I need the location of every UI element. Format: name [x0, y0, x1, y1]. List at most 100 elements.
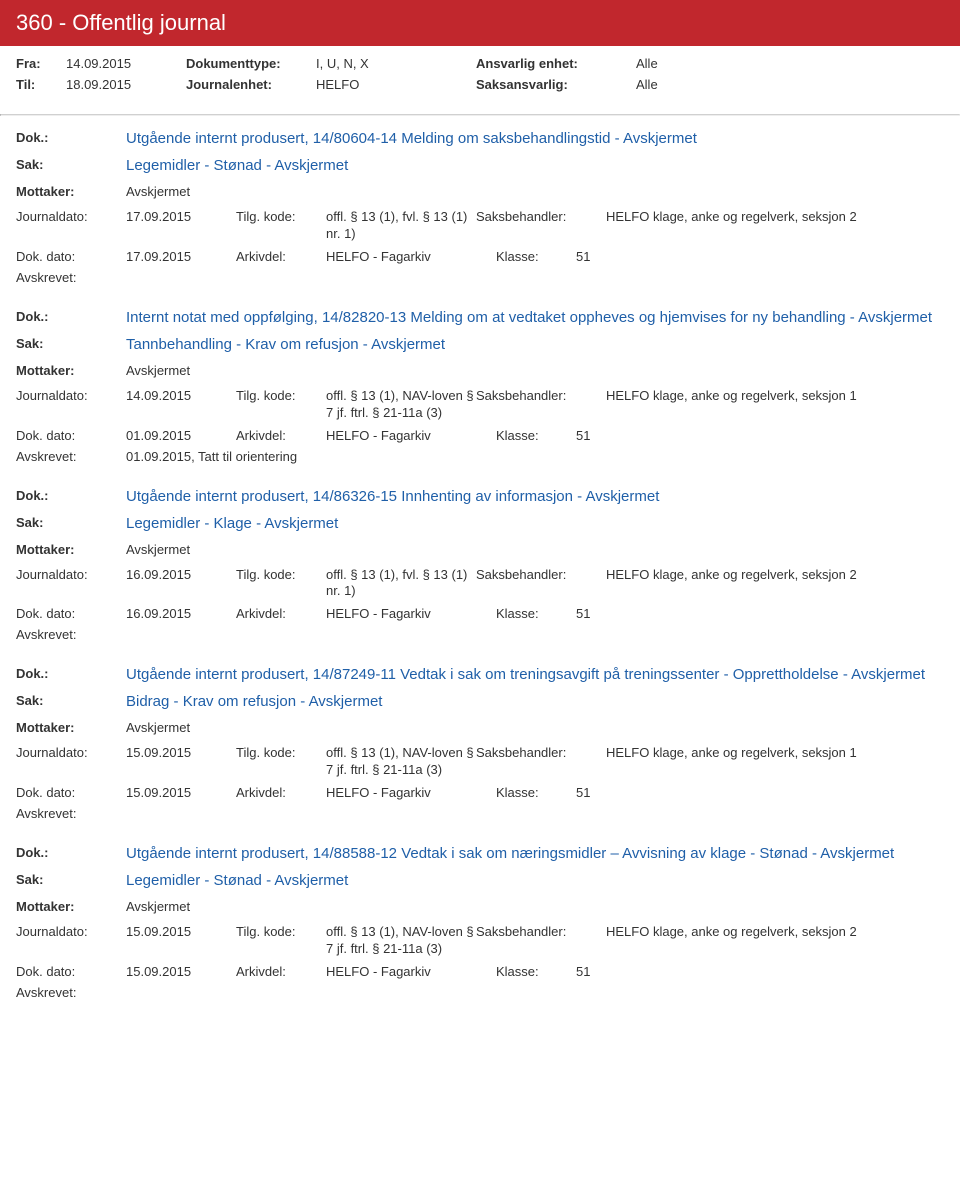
journaldato-value: 15.09.2015: [126, 745, 236, 760]
dokdato-value: 15.09.2015: [126, 964, 236, 979]
dok-title: Internt notat med oppfølging, 14/82820-1…: [126, 309, 932, 326]
dokdato-label: Dok. dato:: [16, 964, 126, 979]
mottaker-value: Avskjermet: [126, 899, 190, 914]
mottaker-label: Mottaker:: [16, 720, 126, 735]
klasse-value: 51: [576, 785, 590, 800]
mottaker-value: Avskjermet: [126, 720, 190, 735]
dokdato-label: Dok. dato:: [16, 606, 126, 621]
tilgkode-value: offl. § 13 (1), fvl. § 13 (1) nr. 1): [326, 567, 476, 601]
mottaker-label: Mottaker:: [16, 363, 126, 378]
journaldato-value: 14.09.2015: [126, 388, 236, 403]
journal-entry: Dok.: Utgående internt produsert, 14/872…: [0, 652, 960, 831]
arkivdel-value: HELFO - Fagarkiv: [326, 964, 496, 979]
tilgkode-label: Tilg. kode:: [236, 209, 326, 224]
page-title: 360 - Offentlig journal: [0, 0, 960, 46]
saksbehandler-label: Saksbehandler:: [476, 209, 606, 224]
dokdato-label: Dok. dato:: [16, 428, 126, 443]
klasse-label: Klasse:: [496, 964, 576, 979]
journaldato-label: Journaldato:: [16, 924, 126, 939]
avskrevet-label: Avskrevet:: [16, 270, 126, 285]
saksbehandler-label: Saksbehandler:: [476, 388, 606, 403]
mottaker-value: Avskjermet: [126, 184, 190, 199]
mottaker-label: Mottaker:: [16, 899, 126, 914]
journalenhet-label: Journalenhet:: [186, 77, 316, 92]
klasse-value: 51: [576, 428, 590, 443]
dok-label: Dok.:: [16, 488, 126, 503]
journaldato-label: Journaldato:: [16, 567, 126, 582]
saksansvarlig-value: Alle: [636, 77, 658, 92]
dok-title: Utgående internt produsert, 14/88588-12 …: [126, 845, 894, 862]
dok-label: Dok.:: [16, 666, 126, 681]
tilgkode-value: offl. § 13 (1), NAV-loven § 7 jf. ftrl. …: [326, 924, 476, 958]
arkivdel-value: HELFO - Fagarkiv: [326, 428, 496, 443]
journal-entry: Dok.: Utgående internt produsert, 14/885…: [0, 831, 960, 1010]
sak-label: Sak:: [16, 336, 126, 351]
tilgkode-label: Tilg. kode:: [236, 567, 326, 582]
dokdato-label: Dok. dato:: [16, 785, 126, 800]
dokdato-label: Dok. dato:: [16, 249, 126, 264]
arkivdel-label: Arkivdel:: [236, 428, 326, 443]
saksbehandler-value: HELFO klage, anke og regelverk, seksjon …: [606, 209, 944, 224]
saksansvarlig-label: Saksansvarlig:: [476, 77, 636, 92]
dok-title: Utgående internt produsert, 14/87249-11 …: [126, 666, 925, 683]
sak-value: Tannbehandling - Krav om refusjon - Avsk…: [126, 336, 445, 353]
fra-label: Fra:: [16, 56, 66, 71]
avskrevet-value: 01.09.2015, Tatt til orientering: [126, 449, 297, 464]
arkivdel-value: HELFO - Fagarkiv: [326, 785, 496, 800]
arkivdel-value: HELFO - Fagarkiv: [326, 606, 496, 621]
saksbehandler-label: Saksbehandler:: [476, 924, 606, 939]
dok-title: Utgående internt produsert, 14/86326-15 …: [126, 488, 659, 505]
sak-value: Bidrag - Krav om refusjon - Avskjermet: [126, 693, 382, 710]
klasse-label: Klasse:: [496, 606, 576, 621]
fra-date: 14.09.2015: [66, 56, 186, 71]
arkivdel-value: HELFO - Fagarkiv: [326, 249, 496, 264]
dokdato-value: 16.09.2015: [126, 606, 236, 621]
doktype-value: I, U, N, X: [316, 56, 476, 71]
journaldato-label: Journaldato:: [16, 209, 126, 224]
til-date: 18.09.2015: [66, 77, 186, 92]
klasse-label: Klasse:: [496, 249, 576, 264]
avskrevet-label: Avskrevet:: [16, 985, 126, 1000]
saksbehandler-label: Saksbehandler:: [476, 745, 606, 760]
saksbehandler-value: HELFO klage, anke og regelverk, seksjon …: [606, 745, 944, 760]
klasse-label: Klasse:: [496, 428, 576, 443]
tilgkode-value: offl. § 13 (1), fvl. § 13 (1) nr. 1): [326, 209, 476, 243]
tilgkode-label: Tilg. kode:: [236, 388, 326, 403]
avskrevet-label: Avskrevet:: [16, 806, 126, 821]
sak-label: Sak:: [16, 693, 126, 708]
dok-title: Utgående internt produsert, 14/80604-14 …: [126, 130, 697, 147]
journal-entry: Dok.: Utgående internt produsert, 14/863…: [0, 474, 960, 653]
journaldato-label: Journaldato:: [16, 745, 126, 760]
ansvarlig-value: Alle: [636, 56, 658, 71]
klasse-value: 51: [576, 249, 590, 264]
mottaker-label: Mottaker:: [16, 542, 126, 557]
saksbehandler-value: HELFO klage, anke og regelverk, seksjon …: [606, 567, 944, 582]
tilgkode-value: offl. § 13 (1), NAV-loven § 7 jf. ftrl. …: [326, 388, 476, 422]
ansvarlig-label: Ansvarlig enhet:: [476, 56, 636, 71]
dokdato-value: 17.09.2015: [126, 249, 236, 264]
dok-label: Dok.:: [16, 309, 126, 324]
avskrevet-label: Avskrevet:: [16, 449, 126, 464]
klasse-value: 51: [576, 606, 590, 621]
saksbehandler-label: Saksbehandler:: [476, 567, 606, 582]
sak-value: Legemidler - Stønad - Avskjermet: [126, 157, 348, 174]
mottaker-label: Mottaker:: [16, 184, 126, 199]
avskrevet-label: Avskrevet:: [16, 627, 126, 642]
klasse-value: 51: [576, 964, 590, 979]
journaldato-value: 15.09.2015: [126, 924, 236, 939]
dok-label: Dok.:: [16, 845, 126, 860]
journaldato-value: 16.09.2015: [126, 567, 236, 582]
sak-value: Legemidler - Klage - Avskjermet: [126, 515, 338, 532]
sak-label: Sak:: [16, 515, 126, 530]
sak-label: Sak:: [16, 157, 126, 172]
tilgkode-value: offl. § 13 (1), NAV-loven § 7 jf. ftrl. …: [326, 745, 476, 779]
klasse-label: Klasse:: [496, 785, 576, 800]
mottaker-value: Avskjermet: [126, 363, 190, 378]
arkivdel-label: Arkivdel:: [236, 606, 326, 621]
journaldato-label: Journaldato:: [16, 388, 126, 403]
journaldato-value: 17.09.2015: [126, 209, 236, 224]
journal-entry: Dok.: Internt notat med oppfølging, 14/8…: [0, 295, 960, 474]
tilgkode-label: Tilg. kode:: [236, 745, 326, 760]
sak-label: Sak:: [16, 872, 126, 887]
til-label: Til:: [16, 77, 66, 92]
